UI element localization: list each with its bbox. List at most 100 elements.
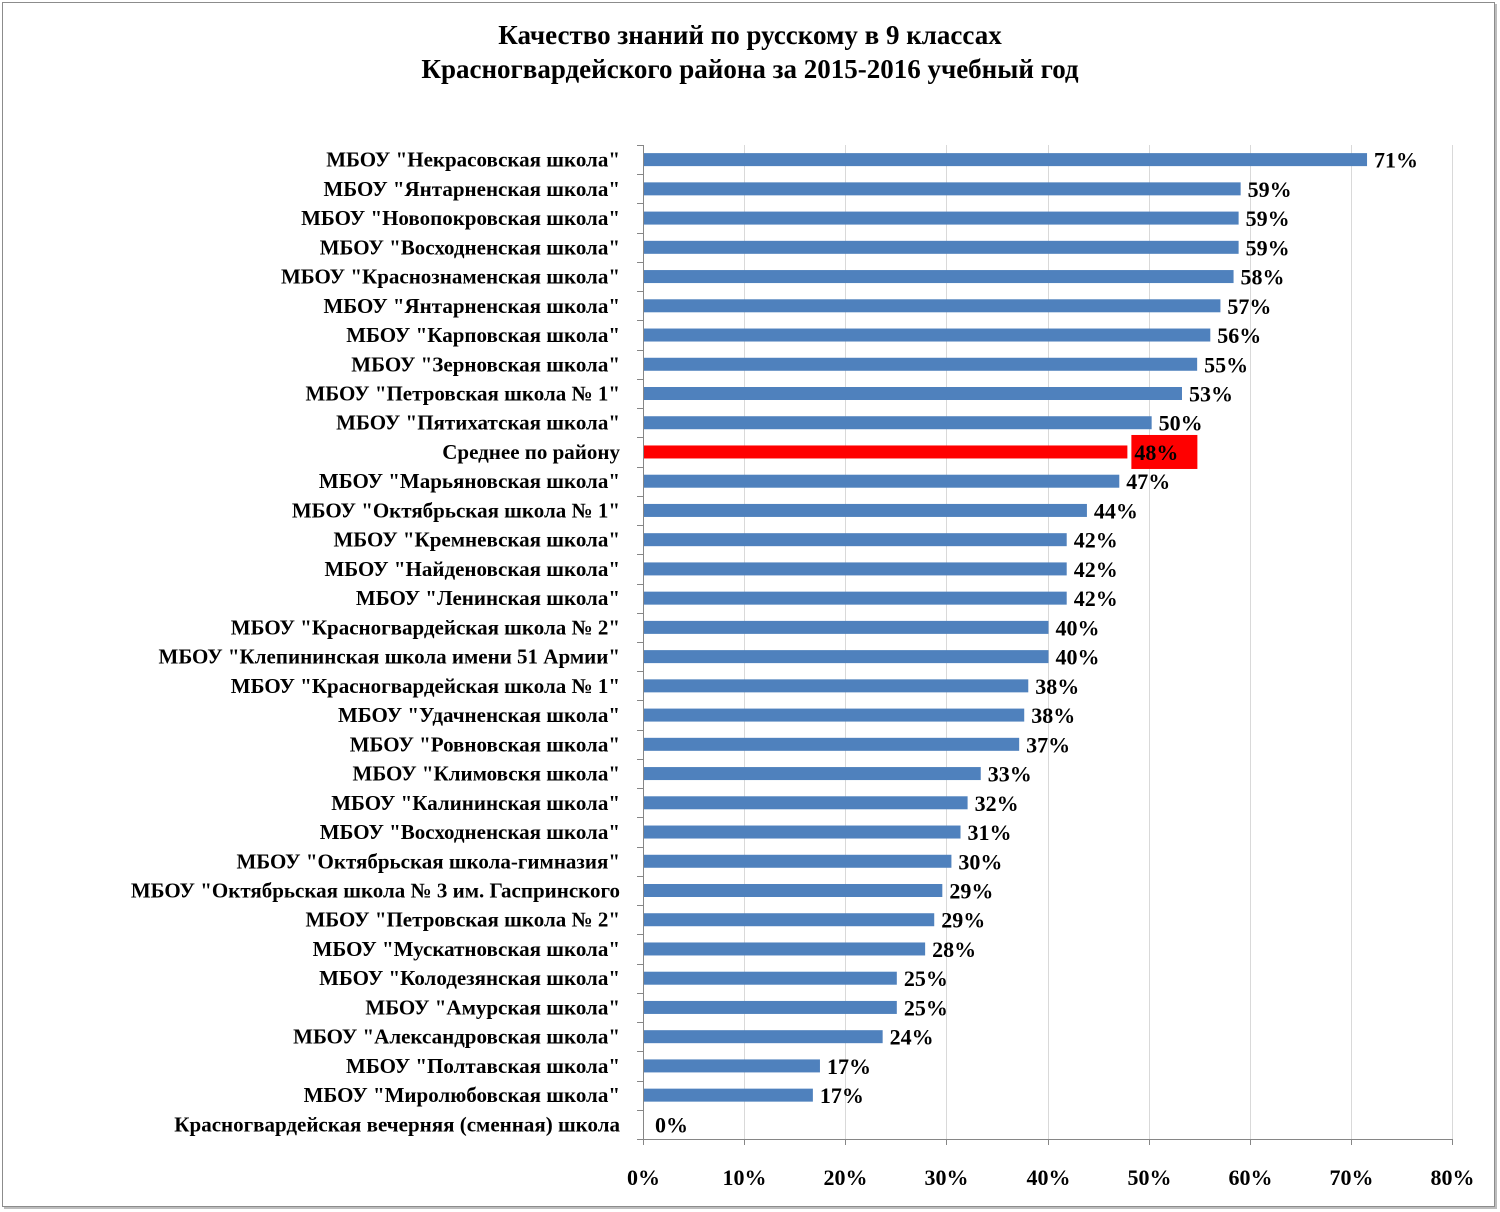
category-label: МБОУ "Янтарненская школа" [323, 177, 620, 201]
bar [644, 1059, 820, 1073]
bar [644, 1000, 897, 1014]
bar [644, 299, 1221, 313]
bar [644, 591, 1067, 605]
category-label: МБОУ "Краснознаменская школа" [281, 265, 620, 289]
category-label: МБОУ "Клепининская школа имени 51 Армии" [159, 645, 621, 669]
data-label: 53% [1189, 382, 1233, 407]
average-label-box [1131, 434, 1198, 469]
x-tick-label: 10% [723, 1165, 767, 1190]
bar [644, 357, 1198, 371]
category-label: МБОУ "Октябрьская школа № 3 им. Гаспринс… [131, 879, 620, 903]
category-label: МБОУ "Калининская школа" [331, 791, 620, 815]
data-label: 40% [1056, 645, 1100, 670]
data-label: 17% [820, 1083, 864, 1108]
category-label: МБОУ "Восходненская школа" [320, 235, 620, 259]
bar [644, 708, 1025, 722]
data-label: 33% [988, 762, 1032, 787]
data-label: 44% [1094, 498, 1138, 523]
category-label: МБОУ "Миролюбовская школа" [304, 1083, 620, 1107]
category-label: МБОУ "Амурская школа" [365, 995, 620, 1019]
category-label: МБОУ "Янтарненская школа" [323, 294, 620, 318]
category-label: МБОУ "Удачненская школа" [338, 703, 620, 727]
category-label: МБОУ "Полтавская школа" [346, 1054, 620, 1078]
data-label: 59% [1248, 177, 1292, 202]
data-label: 30% [958, 849, 1002, 874]
bar [644, 387, 1182, 400]
category-label: МБОУ "Красногвардейская школа № 2" [231, 615, 620, 639]
category-label: МБОУ "Некрасовская школа" [326, 148, 620, 172]
category-label: МБОУ "Петровская школа № 2" [305, 908, 620, 932]
data-label: 47% [1126, 469, 1170, 494]
bar [644, 328, 1211, 342]
category-label: МБОУ "Кремневская школа" [333, 528, 620, 552]
x-tick-label: 70% [1330, 1165, 1374, 1190]
category-label: МБОУ "Карповская школа" [346, 323, 620, 347]
category-label: МБОУ "Красногвардейская школа № 1" [231, 674, 620, 698]
bar [644, 767, 981, 781]
bar [644, 854, 952, 868]
data-label: 40% [1056, 615, 1100, 640]
data-label: 28% [932, 937, 976, 962]
data-label: 71% [1374, 148, 1418, 173]
category-label: МБОУ "Марьяновская школа" [319, 469, 620, 493]
data-label: 56% [1217, 323, 1261, 348]
data-label: 42% [1074, 557, 1118, 582]
data-label: 0% [655, 1112, 688, 1137]
bar [644, 737, 1020, 751]
bar [644, 942, 926, 956]
bar [644, 884, 943, 897]
category-label: МБОУ "Новопокровская школа" [301, 206, 620, 230]
category-label: МБОУ "Климовскя школа" [353, 762, 621, 786]
bar [644, 474, 1120, 488]
category-label: МБОУ "Петровская школа № 1" [305, 382, 620, 406]
bar [644, 153, 1368, 167]
bar [644, 650, 1049, 664]
data-label: 59% [1246, 235, 1290, 260]
data-label: 42% [1074, 528, 1118, 553]
x-tick-label: 80% [1431, 1165, 1475, 1190]
bar [644, 270, 1234, 284]
average-bar [644, 445, 1128, 459]
chart-title: Качество знаний по русскому в 9 классах … [0, 18, 1500, 86]
x-tick-label: 30% [925, 1165, 969, 1190]
category-label: Красногвардейская вечерняя (сменная) шко… [174, 1112, 620, 1136]
bar [644, 416, 1152, 430]
data-label: 17% [827, 1054, 871, 1079]
bar [644, 533, 1067, 547]
data-label: 55% [1204, 352, 1248, 377]
category-label: МБОУ "Колодезянская школа" [319, 966, 620, 990]
category-label: МБОУ "Октябрьская школа-гимназия" [236, 849, 620, 873]
data-label: 57% [1227, 294, 1271, 319]
x-tick-label: 20% [824, 1165, 868, 1190]
data-label: 25% [904, 966, 948, 991]
bar [644, 1030, 883, 1044]
category-label: Среднее по району [442, 440, 620, 464]
data-label: 25% [904, 995, 948, 1020]
bar [644, 503, 1087, 517]
bar [644, 620, 1049, 634]
category-label: МБОУ "Восходненская школа" [320, 820, 620, 844]
category-label: МБОУ "Найденовская школа" [324, 557, 620, 581]
category-label: МБОУ "Ровновская школа" [350, 732, 620, 756]
bar [644, 913, 935, 927]
category-label: МБОУ "Александровская школа" [293, 1025, 620, 1049]
bar [644, 211, 1239, 225]
x-tick-label: 0% [627, 1165, 660, 1190]
category-label: МБОУ "Ленинская школа" [356, 586, 620, 610]
bar [644, 562, 1067, 576]
bar [644, 240, 1239, 254]
data-label: 38% [1035, 674, 1079, 699]
bar [644, 971, 897, 985]
bar [644, 825, 961, 839]
data-label: 59% [1246, 206, 1290, 231]
category-label: МБОУ "Мускатновская школа" [313, 937, 620, 961]
data-label: 24% [890, 1025, 934, 1050]
data-label: 29% [941, 908, 985, 933]
chart-title-line-1: Качество знаний по русскому в 9 классах [498, 20, 1002, 50]
data-label: 32% [975, 791, 1019, 816]
x-tick-label: 60% [1229, 1165, 1273, 1190]
bar [644, 182, 1241, 196]
category-label: МБОУ "Зерновская школа" [351, 352, 620, 376]
